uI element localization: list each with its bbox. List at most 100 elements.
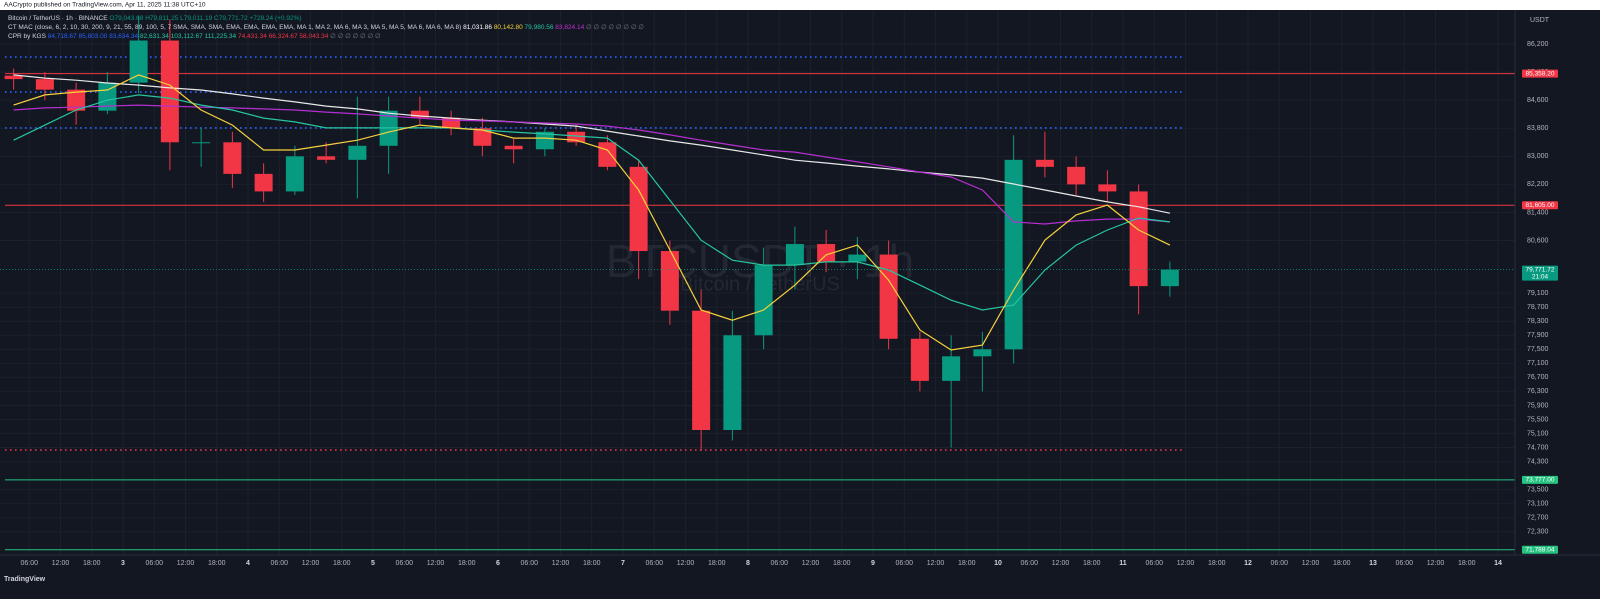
y-tick-label: 75,100 [1527,430,1549,437]
candle-body [1129,191,1148,287]
candle-body [129,40,148,83]
x-tick-label: 13 [1369,560,1377,567]
x-tick-label: 18:00 [833,560,851,567]
x-tick-label: 12:00 [1177,560,1195,567]
x-tick-label: 12:00 [802,560,820,567]
candle-body [910,338,929,381]
y-tick-label: 75,900 [1527,402,1549,409]
legend-row: CT MAC (close, 6, 2, 10, 30, 200, 9, 21,… [8,24,644,31]
published: AACrypto published on TradingView.com, A… [4,2,206,9]
x-tick-label: 06:00 [145,560,163,567]
x-tick-label: 06:00 [1020,560,1038,567]
legend-value: 80,142.80 [494,24,523,31]
footer [0,572,1600,599]
x-tick-label: 12 [1244,560,1252,567]
y-tick-label: 78,300 [1527,318,1549,325]
candle-body [35,79,54,90]
candle-body [567,131,586,143]
candle-body [1160,269,1179,287]
legend-value: 85,803.00 [78,33,107,40]
plot [0,15,1515,551]
y-tick-label: 77,500 [1527,346,1549,353]
x-tick-label: 18:00 [1333,560,1351,567]
x-tick-label: 18:00 [1083,560,1101,567]
currency: USDT [1530,17,1550,24]
candle-body [223,142,242,174]
x-tick-label: 18:00 [958,560,976,567]
x-tick-label: 18:00 [708,560,726,567]
price-badge-label: 85,358.20 [1526,70,1555,77]
candle-body [348,145,367,160]
candle-body [317,156,336,160]
y-tick-label: 73,500 [1527,486,1549,493]
candle-body [973,349,992,357]
legend-value: 111,225.34 [205,33,237,40]
candle-body [504,145,523,150]
price-badge-label: 81,605.00 [1526,202,1555,209]
candle-body [254,173,273,192]
y-tick-label: 77,100 [1527,360,1549,367]
candle-body [4,75,23,80]
grid [0,10,1515,555]
legend-value: +728.24 (+0.92%) [249,15,301,22]
legend-value: 74,431.34 [238,33,267,40]
y-tick-label: 84,600 [1527,97,1549,104]
y-tick-label: 74,700 [1527,444,1549,451]
candle-body [723,335,742,430]
x-tick-label: 06:00 [520,560,538,567]
legend-value: 82,631.34 [140,33,169,40]
candle-body [535,131,554,150]
x-tick-label: 12:00 [52,560,70,567]
x-tick-label: 06:00 [20,560,38,567]
legend-row: Bitcoin / TetherUS · 1h · BINANCE O79,04… [8,15,302,22]
y-tick-label: 76,300 [1527,388,1549,395]
legend: Bitcoin / TetherUS · 1h · BINANCE O79,04… [8,15,644,40]
y-tick-label: 75,500 [1527,416,1549,423]
x-tick-label: 4 [246,560,250,567]
x-tick-label: 18:00 [333,560,351,567]
x-tick-label: 12:00 [177,560,195,567]
y-tick-label: 82,200 [1527,181,1549,188]
x-tick-label: 5 [371,560,375,567]
legend-value: 81,031.86 [463,24,492,31]
candle-body [629,166,648,252]
y-tick-label: 80,600 [1527,237,1549,244]
candle-body [817,244,836,262]
x-tick-label: 06:00 [395,560,413,567]
candle-body [848,254,867,262]
x-tick-label: 3 [121,560,125,567]
price-axis [1515,10,1600,555]
candle-body [754,265,773,336]
candle-body [67,89,86,111]
x-tick-label: 06:00 [645,560,663,567]
x-tick-label: 9 [871,560,875,567]
legend-value: 84,718.67 [48,33,77,40]
brand: TradingView [4,576,46,583]
x-tick-label: 06:00 [270,560,288,567]
x-tick-label: 06:00 [770,560,788,567]
candle-body [160,40,179,143]
x-tick-label: 12:00 [1427,560,1445,567]
price-badge [1522,545,1558,554]
candle-body [1067,166,1086,185]
publish-bar [0,0,1600,10]
price-badge-label: 71,788.04 [1526,546,1555,553]
x-tick-label: 8 [746,560,750,567]
x-tick-label: 18:00 [1458,560,1476,567]
legend-value: H79,811.25 [145,15,179,22]
legend-value: 66,324.67 [269,33,298,40]
candle-body [473,128,492,146]
price-badge [1522,265,1558,281]
x-tick-label: 12:00 [677,560,695,567]
x-tick-label: 18:00 [583,560,601,567]
legend-value: L79,011.19 [180,15,212,22]
x-tick-label: 6 [496,560,500,567]
x-tick-label: 12:00 [427,560,445,567]
y-tick-label: 76,700 [1527,374,1549,381]
ma-line [13,74,1171,214]
y-tick-label: 72,300 [1527,529,1549,536]
x-tick-label: 14 [1494,560,1502,567]
candle-body [1004,159,1023,350]
legend-value: ∅ ∅ ∅ ∅ ∅ ∅ ∅ ∅ [586,24,644,31]
